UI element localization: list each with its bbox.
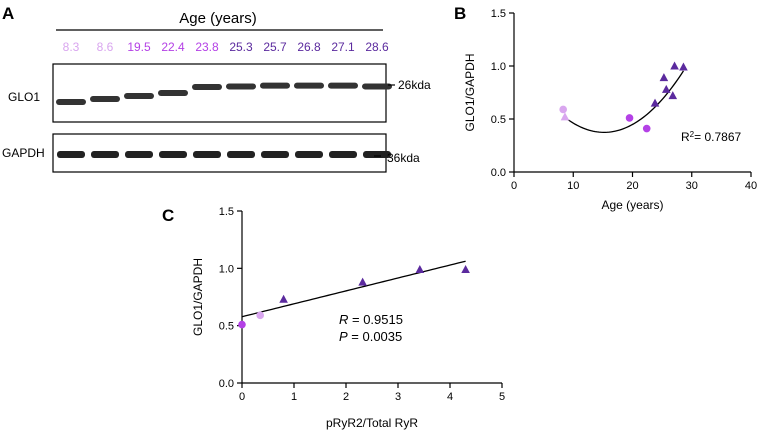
gapdh-band: [261, 151, 289, 158]
glo1-row-label: GLO1: [8, 90, 40, 104]
glo1-band: [294, 82, 324, 89]
age-label: 25.3: [229, 40, 253, 54]
chart-c-p-value: P = 0.0035: [339, 329, 402, 344]
blot-age-labels: 8.3 8.6 19.5 22.4 23.8 25.3 25.7 26.8 27.1 28.6: [63, 40, 389, 54]
gapdh-band: [329, 151, 357, 158]
chart-c-p-symbol: P: [339, 329, 348, 344]
chart-c-y-tick-label: 1.5: [219, 206, 234, 218]
age-label: 23.8: [195, 40, 219, 54]
glo1-band: [362, 83, 392, 90]
age-label: 25.7: [263, 40, 287, 54]
chart-b-ylabel: GLO1/GAPDH: [463, 53, 477, 131]
gapdh-marker-label: 36kda: [387, 151, 420, 165]
chart-c-x-tick-label: 5: [499, 391, 505, 403]
chart-b-r-squared-sup: 2: [690, 130, 695, 139]
chart-c-point: [256, 311, 265, 320]
chart-c-y-tick-label: 1.0: [219, 263, 234, 275]
chart-b-x-tick-label: 20: [626, 180, 638, 192]
chart-b-point: [659, 73, 669, 82]
chart-c-point: [358, 277, 367, 286]
chart-c-y-tick-label: 0.5: [219, 321, 234, 333]
chart-b-x-tick-label: 40: [745, 180, 757, 192]
chart-c-x-tick-label: 3: [395, 391, 401, 403]
chart-c-x-tick-label: 1: [291, 391, 297, 403]
chart-c-x-tick-label: 4: [447, 391, 453, 403]
chart-b-r-squared-value: = 0.7867: [694, 130, 741, 144]
glo1-bands: [56, 82, 392, 105]
glo1-band: [192, 84, 222, 90]
chart-b-point: [650, 98, 660, 107]
age-label: 26.8: [297, 40, 321, 54]
chart-c-x-tick-label: 2: [343, 391, 349, 403]
gapdh-bands: [57, 151, 391, 158]
chart-b-point: [559, 105, 567, 114]
chart-b-x-tick-label: 10: [567, 180, 579, 192]
chart-b: GLO1/GAPDH Age (years) R2= 0.7867 0.0 0.5…: [463, 8, 757, 212]
age-label: 8.6: [97, 40, 114, 54]
blot-age-header: Age (years): [179, 10, 257, 27]
chart-b-y-tick-label: 1.0: [491, 61, 506, 73]
gapdh-band: [159, 151, 187, 158]
chart-c-point: [415, 264, 425, 273]
chart-c-xlabel: pRyR2/Total RyR: [326, 416, 418, 430]
chart-b-x-tick-label: 30: [686, 180, 698, 192]
gapdh-band: [91, 151, 119, 158]
chart-b-xlabel: Age (years): [601, 198, 663, 212]
glo1-band: [56, 99, 86, 105]
panel-label-b: B: [454, 4, 466, 23]
chart-c-r-value: R = 0.9515: [339, 312, 403, 327]
gapdh-band: [363, 151, 391, 158]
chart-b-r-squared-base: R: [681, 130, 690, 144]
chart-c-point: [238, 320, 246, 329]
glo1-blot-frame: [52, 63, 387, 123]
chart-b-point: [661, 84, 671, 93]
gapdh-band: [125, 151, 153, 158]
chart-c: GLO1/GAPDH pRyR2/Total RyR R = 0.9515 P …: [191, 206, 505, 430]
chart-b-point: [668, 91, 678, 100]
chart-b-point: [625, 114, 634, 122]
chart-c-r-symbol: R: [339, 312, 348, 327]
chart-c-x-tick-label: 0: [239, 391, 245, 403]
gapdh-band: [193, 151, 221, 158]
glo1-band: [124, 93, 154, 99]
chart-c-ylabel: GLO1/GAPDH: [191, 258, 205, 336]
chart-b-point: [560, 112, 570, 121]
chart-c-point: [279, 294, 288, 303]
chart-c-p-number: = 0.0035: [348, 329, 403, 344]
panel-label-c: C: [162, 206, 174, 225]
chart-c-y-tick-label: 0.0: [219, 378, 234, 390]
chart-c-fit-line: [241, 260, 466, 318]
glo1-band: [226, 83, 256, 90]
chart-b-r-squared: R2= 0.7867: [681, 130, 741, 145]
chart-b-point: [679, 62, 688, 71]
panel-label-a: A: [2, 4, 14, 23]
chart-c-point: [461, 264, 470, 273]
chart-b-y-tick-label: 1.5: [491, 8, 506, 20]
age-label: 27.1: [331, 40, 355, 54]
chart-c-r-number: = 0.9515: [348, 312, 403, 327]
age-label: 8.3: [63, 40, 80, 54]
glo1-band: [328, 82, 358, 89]
age-label: 28.6: [365, 40, 389, 54]
chart-b-point: [670, 61, 679, 70]
age-label: 22.4: [161, 40, 185, 54]
chart-b-y-tick-label: 0.5: [491, 114, 506, 126]
gapdh-row-label: GAPDH: [2, 146, 45, 160]
gapdh-band: [57, 151, 85, 158]
chart-b-point: [642, 124, 651, 133]
glo1-band: [260, 82, 290, 89]
chart-b-y-tick-label: 0.0: [491, 167, 506, 179]
chart-b-x-tick-label: 0: [511, 180, 517, 192]
blot-panel: Age (years) 8.3 8.6 19.5 22.4 23.8 25.3 25.7 26…: [2, 10, 431, 173]
glo1-band: [158, 90, 188, 96]
glo1-band: [90, 96, 120, 102]
gapdh-band: [295, 151, 323, 158]
gapdh-band: [227, 151, 255, 158]
chart-b-fit-line: [562, 70, 685, 134]
age-label: 19.5: [127, 40, 151, 54]
glo1-marker-label: 26kda: [398, 78, 431, 92]
